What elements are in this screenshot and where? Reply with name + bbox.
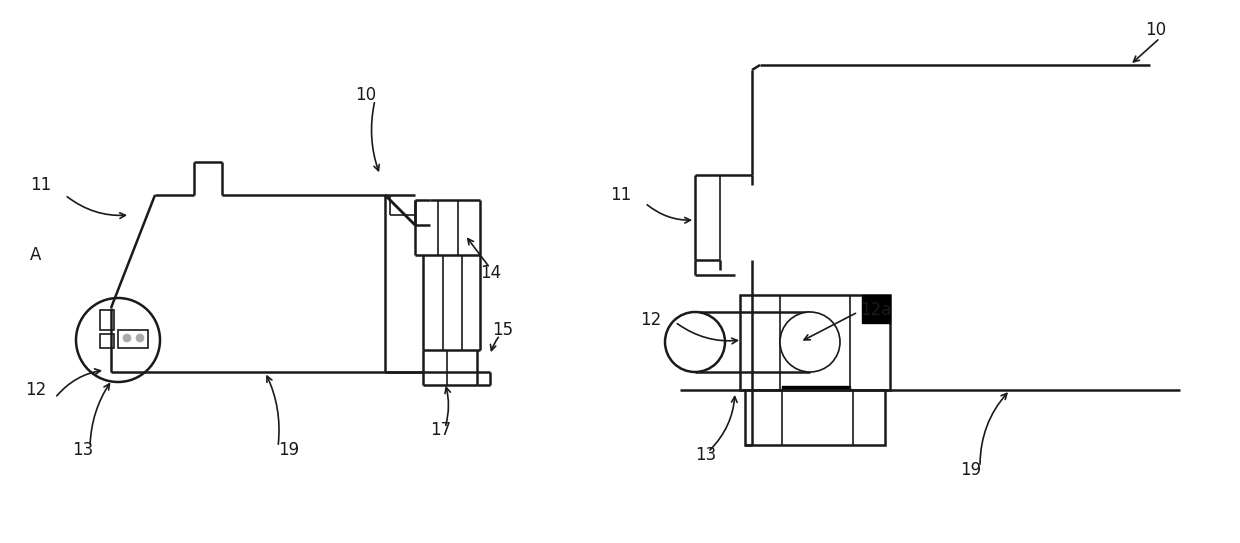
Circle shape [133,331,148,345]
Text: 19: 19 [278,441,299,459]
Text: 19: 19 [960,461,981,479]
Bar [100,310,114,330]
Text: 11: 11 [30,176,51,194]
Circle shape [665,312,725,372]
Text: 12: 12 [640,311,661,329]
Text: 12a: 12a [861,301,892,319]
Text: 11: 11 [610,186,631,204]
Circle shape [780,312,839,372]
Bar [745,390,885,445]
Text: 17: 17 [430,421,451,439]
Text: 12: 12 [25,381,46,399]
Bar [740,295,890,390]
Bar [782,386,849,394]
Text: 10: 10 [355,86,376,104]
Bar [100,334,114,348]
Circle shape [123,334,131,342]
Text: 13: 13 [694,446,717,464]
Bar [118,330,148,348]
Text: A: A [30,246,41,264]
Text: 15: 15 [492,321,513,339]
Text: 10: 10 [1145,21,1166,39]
Circle shape [120,331,134,345]
Circle shape [136,334,144,342]
Text: 13: 13 [72,441,93,459]
Bar [862,295,890,323]
Text: 14: 14 [480,264,501,282]
